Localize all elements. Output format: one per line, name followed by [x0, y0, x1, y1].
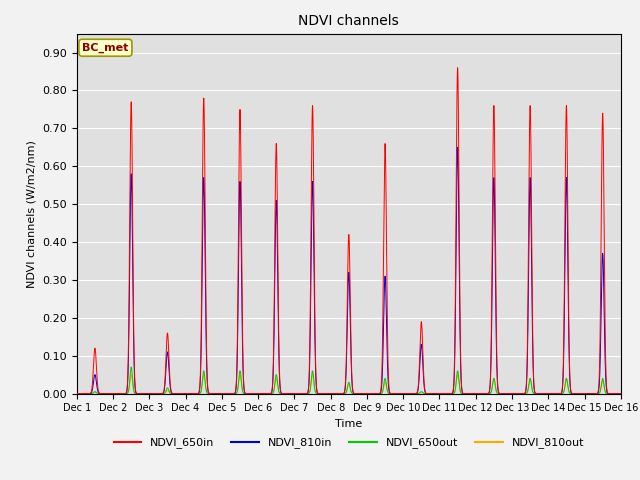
- Legend: NDVI_650in, NDVI_810in, NDVI_650out, NDVI_810out: NDVI_650in, NDVI_810in, NDVI_650out, NDV…: [109, 433, 588, 453]
- Title: NDVI channels: NDVI channels: [298, 14, 399, 28]
- X-axis label: Time: Time: [335, 419, 362, 429]
- Y-axis label: NDVI channels (W/m2/nm): NDVI channels (W/m2/nm): [27, 140, 36, 288]
- Text: BC_met: BC_met: [82, 43, 129, 53]
